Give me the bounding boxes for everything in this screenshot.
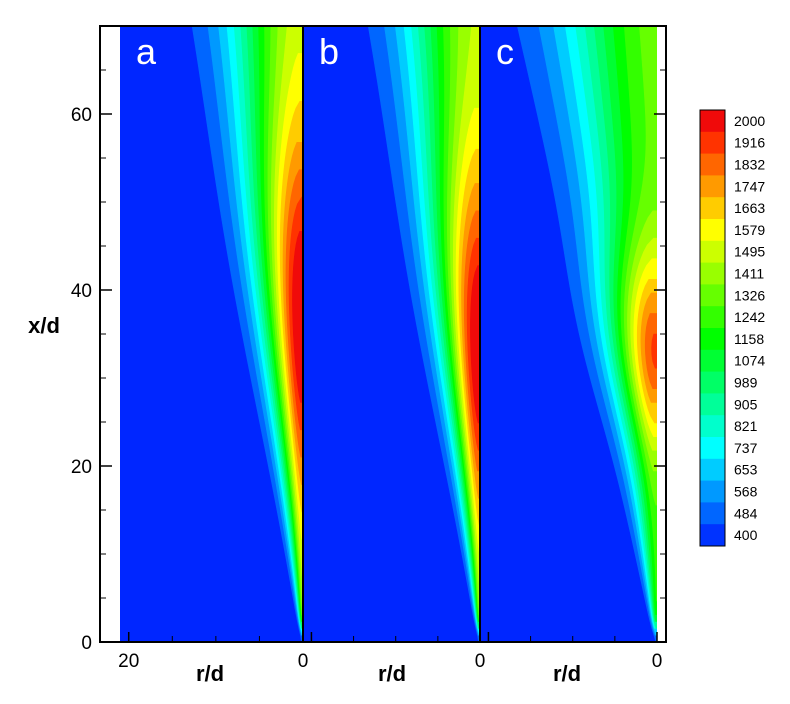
y-tick-label-60: 60 <box>71 105 92 126</box>
y-tick-label-0: 0 <box>81 633 92 654</box>
x-tick-label-a-20: 20 <box>118 651 139 672</box>
legend-label-484: 484 <box>734 505 758 521</box>
x-axis-title-b: r/d <box>378 661 406 686</box>
legend-swatch-1832 <box>700 153 725 176</box>
axes-layer: 0 20 40 60 20 0 0 0 <box>71 26 666 672</box>
legend-label-1747: 1747 <box>734 178 765 194</box>
legend-label-1495: 1495 <box>734 244 765 260</box>
legend-label-1411: 1411 <box>734 266 764 282</box>
legend-label-1242: 1242 <box>734 309 765 325</box>
x-axis-title-a: r/d <box>196 661 224 686</box>
contour-level-19 <box>470 265 480 424</box>
legend-label-1663: 1663 <box>734 200 765 216</box>
panel-label-c: c <box>496 31 514 72</box>
panel-b <box>303 26 480 642</box>
y-axis-title: x/d <box>28 313 60 338</box>
legend-swatch-2000 <box>700 110 725 133</box>
panel-a <box>120 26 303 642</box>
legend-swatch-568 <box>700 480 725 503</box>
contour-level-19 <box>292 231 303 403</box>
colorbar-legend: 2000 1916 1832 1747 1663 1579 1495 1411 1326 1242… <box>699 109 765 547</box>
legend-label-905: 905 <box>734 396 758 412</box>
legend-label-1074: 1074 <box>734 353 765 369</box>
legend-swatch-1242 <box>700 306 725 329</box>
contour-level-17 <box>644 313 657 390</box>
x-axis-title-c: r/d <box>553 661 581 686</box>
legend-label-989: 989 <box>734 375 758 391</box>
legend-swatch-1579 <box>700 219 725 242</box>
legend-swatch-737 <box>700 437 725 460</box>
legend-swatch-1916 <box>700 131 725 155</box>
legend-label-1579: 1579 <box>734 222 765 238</box>
legend-swatch-1663 <box>700 197 725 220</box>
panels-layer: a b c <box>120 26 657 642</box>
panel-c <box>480 26 657 642</box>
legend-frame <box>699 109 726 547</box>
legend-label-2000: 2000 <box>734 113 765 129</box>
legend-swatch-1411 <box>700 262 725 285</box>
legend-swatch-484 <box>700 502 725 525</box>
legend-swatch-1495 <box>700 240 725 264</box>
legend-swatch-1326 <box>700 284 725 307</box>
x-tick-label-a-0: 0 <box>298 651 309 672</box>
legend-swatch-821 <box>700 415 725 438</box>
contour-level-18 <box>651 333 657 369</box>
legend-label-1832: 1832 <box>734 157 765 173</box>
legend-label-568: 568 <box>734 484 758 500</box>
legend-label-1916: 1916 <box>734 135 765 151</box>
y-tick-label-20: 20 <box>71 457 92 478</box>
legend-swatch-1074 <box>700 349 725 373</box>
x-tick-label-c-0: 0 <box>652 651 663 672</box>
legend-swatch-905 <box>700 393 725 416</box>
x-tick-label-b-0: 0 <box>475 651 486 672</box>
legend-swatch-989 <box>700 371 725 394</box>
y-tick-label-40: 40 <box>71 281 92 302</box>
panel-label-a: a <box>136 31 157 72</box>
legend-swatch-1158 <box>700 328 725 351</box>
panel-label-b: b <box>319 31 339 72</box>
legend-label-653: 653 <box>734 462 758 478</box>
legend-label-1326: 1326 <box>734 287 765 303</box>
legend-swatch-1747 <box>700 175 725 198</box>
legend-label-821: 821 <box>734 418 758 434</box>
legend-swatch-653 <box>700 458 725 482</box>
legend-label-1158: 1158 <box>734 331 764 347</box>
legend-swatch-400 <box>700 524 725 547</box>
legend-label-400: 400 <box>734 527 758 543</box>
legend-label-737: 737 <box>734 440 758 456</box>
